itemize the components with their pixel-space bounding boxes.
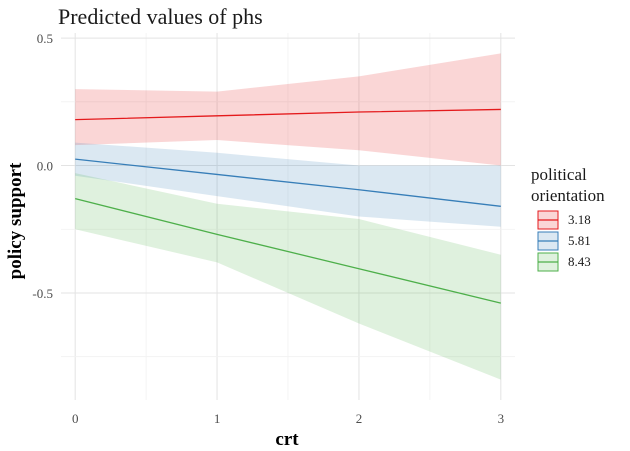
series-lines [75, 108, 501, 304]
confidence-band-2 [75, 142, 501, 227]
legend-label: 8.43 [568, 254, 591, 269]
chart-title: Predicted values of phs [58, 4, 263, 29]
chart-grid [61, 33, 515, 400]
legend-label: 5.81 [568, 233, 591, 248]
x-axis-title: crt [275, 429, 299, 450]
series-line-2 [75, 158, 501, 207]
series-line-3 [75, 198, 501, 304]
axis-ticks: 0 1 2 3 0.5 0.0 -0.5 [32, 31, 504, 426]
y-tick-label: -0.5 [32, 286, 53, 301]
series-line-1 [75, 108, 501, 121]
x-tick-label: 0 [72, 411, 79, 426]
y-tick-label: 0.5 [37, 31, 53, 46]
legend-title-line: orientation [531, 186, 605, 205]
x-tick-label: 3 [498, 411, 505, 426]
x-tick-label: 2 [356, 411, 363, 426]
legend: political orientation 3.18 5.81 8.43 [531, 165, 605, 272]
y-tick-label: 0.0 [37, 159, 53, 174]
x-tick-label: 1 [214, 411, 221, 426]
confidence-band-1 [75, 53, 501, 166]
y-axis-title: policy support [5, 162, 26, 279]
legend-label: 3.18 [568, 212, 591, 227]
legend-title-line: political [531, 165, 587, 184]
